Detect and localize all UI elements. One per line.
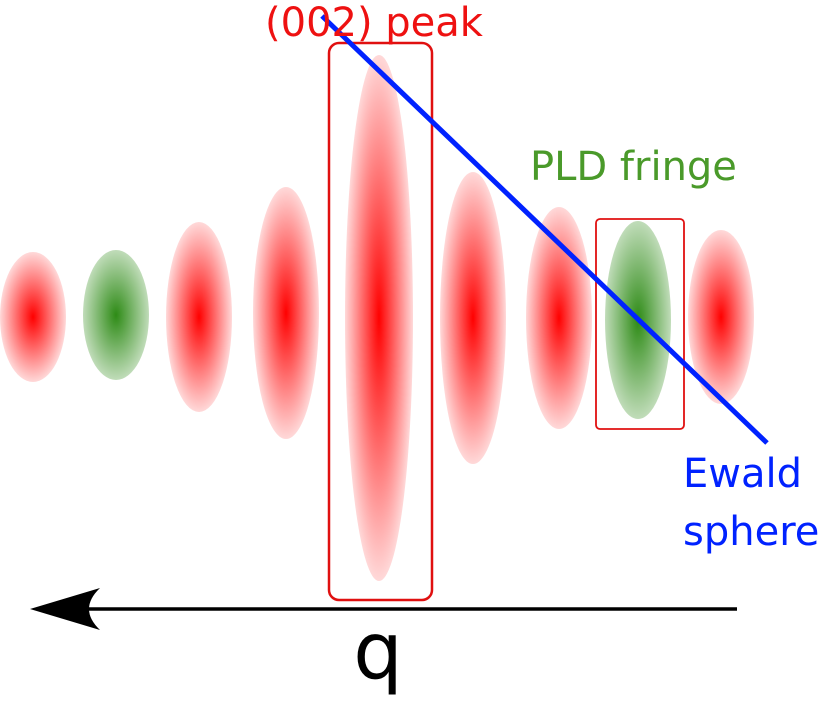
spot-red-peak-002 [345, 55, 413, 581]
q-axis-arrow [30, 588, 737, 630]
diffraction-spots [0, 55, 754, 581]
ewald-sphere-line [320, 14, 769, 445]
spot-green-1 [83, 250, 149, 380]
pld-fringe-label: PLD fringe [530, 144, 737, 190]
spot-red-4 [440, 172, 506, 464]
q-axis-label: q [353, 607, 403, 697]
ewald-label-line1: Ewald [683, 451, 802, 497]
spot-red-3 [253, 187, 319, 439]
peak-002-label: (002) peak [265, 0, 484, 46]
spot-red-1 [0, 252, 66, 382]
arrowhead-left-icon [30, 588, 100, 630]
ewald-label-line2: sphere [683, 509, 819, 555]
pld-fringe-box [595, 218, 685, 430]
peak-002-box [327, 41, 434, 602]
spot-red-6 [688, 230, 754, 404]
spot-red-2 [166, 222, 232, 412]
